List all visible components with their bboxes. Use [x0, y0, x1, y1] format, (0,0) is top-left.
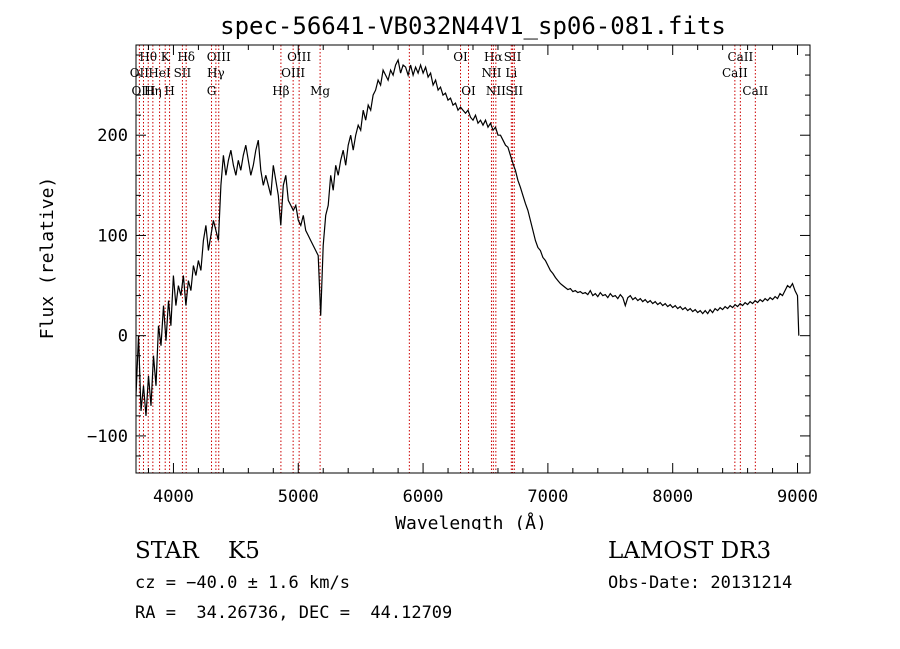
coordinates: RA = 34.26736, DEC = 44.12709 [135, 603, 453, 623]
marker-label-18: OI [461, 84, 476, 98]
redshift-value: cz = −40.0 ± 1.6 km/s [135, 573, 350, 593]
marker-label-9: OIII [207, 50, 231, 64]
marker-label-20: NII [481, 66, 501, 80]
x-tick-label: 9000 [777, 487, 818, 507]
object-class: STAR K5 [135, 538, 260, 564]
marker-label-27: CaII [742, 84, 768, 98]
marker-label-17: OI [453, 50, 468, 64]
x-axis-label: Wavelength (Å) [395, 512, 547, 530]
y-tick-label: 100 [97, 226, 128, 246]
spectrum-line [135, 58, 800, 416]
marker-label-21: NII [486, 84, 506, 98]
marker-label-22: SII [504, 50, 522, 64]
survey-name: LAMOST DR3 [608, 538, 772, 564]
marker-label-25: CaII [727, 50, 753, 64]
spectrum-chart: spec-56641-VB032N44V1_sp06-081.fits Hθ OI… [37, 12, 818, 530]
marker-label-26: CaII [722, 66, 748, 80]
marker-label-11: G [207, 84, 217, 98]
marker-label-12: Hβ [272, 84, 289, 98]
y-tick-labels: −100 0 100 200 [87, 126, 128, 447]
plot-frame [135, 44, 811, 474]
x-tick-label: 5000 [278, 487, 319, 507]
y-axis-label: Flux (relative) [37, 177, 58, 340]
y-tick-label: 0 [118, 327, 128, 347]
marker-label-19: Hα [484, 50, 503, 64]
marker-label-0: Hθ [139, 50, 157, 64]
marker-label-15: Mg [310, 84, 330, 98]
marker-label-23: Li [505, 66, 517, 80]
marker-label-6: H [164, 84, 174, 98]
y-tick-label: 200 [97, 126, 128, 146]
marker-label-3: Hη [144, 84, 162, 98]
marker-label-13: OIII [287, 50, 311, 64]
marker-label-24: SII [505, 84, 523, 98]
marker-label-4: HeI [148, 66, 171, 80]
marker-label-5: K [161, 50, 171, 64]
x-tick-label: 4000 [153, 487, 194, 507]
marker-label-2: OIII [131, 84, 155, 98]
x-tick-labels: 4000 5000 6000 7000 8000 9000 [153, 487, 818, 507]
x-tick-label: 7000 [527, 487, 568, 507]
x-tick-label: 6000 [403, 487, 444, 507]
axis-ticks [136, 45, 810, 473]
chart-title: spec-56641-VB032N44V1_sp06-081.fits [220, 12, 726, 40]
marker-label-8: Hδ [177, 50, 195, 64]
marker-label-1: OII [130, 66, 150, 80]
obs-date: Obs-Date: 20131214 [608, 573, 793, 593]
marker-label-10: Hγ [207, 66, 225, 80]
marker-label-14: OIII [281, 66, 305, 80]
x-tick-label: 8000 [652, 487, 693, 507]
y-tick-label: −100 [87, 427, 128, 447]
marker-label-7: SII [174, 66, 192, 80]
